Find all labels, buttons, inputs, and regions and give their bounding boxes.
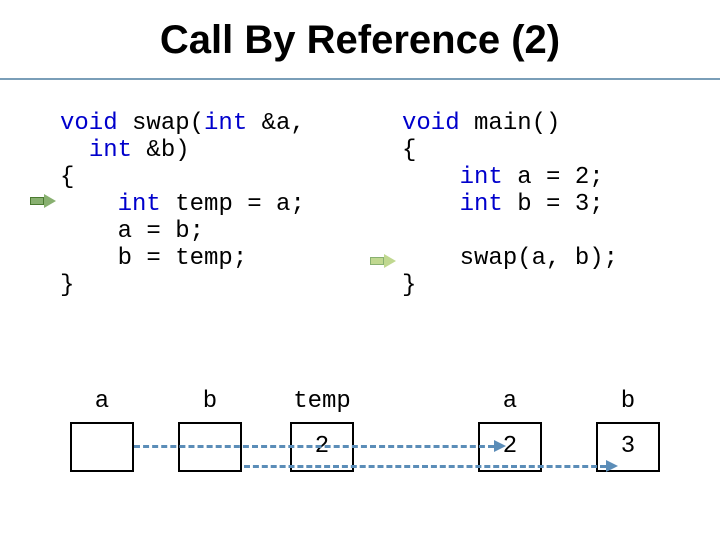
txt xyxy=(402,191,460,218)
txt: a = 2; xyxy=(503,164,604,191)
txt xyxy=(60,137,89,164)
kw-int: int xyxy=(118,191,161,218)
txt: main() xyxy=(460,110,561,137)
slide-title: Call By Reference (2) xyxy=(0,0,720,71)
code-area: void swap(int &a, int &b) { int temp = a… xyxy=(0,110,720,299)
txt: } xyxy=(60,272,74,299)
txt xyxy=(402,164,460,191)
memory-box xyxy=(70,422,134,472)
txt: swap( xyxy=(118,110,204,137)
kw-void: void xyxy=(60,110,118,137)
kw-int: int xyxy=(89,137,132,164)
box-label: b xyxy=(596,388,660,415)
pc-arrow-right xyxy=(370,254,394,268)
kw-int: int xyxy=(460,164,503,191)
kw-void: void xyxy=(402,110,460,137)
kw-int: int xyxy=(460,191,503,218)
box-label: temp xyxy=(290,388,354,415)
txt: } xyxy=(402,272,416,299)
pc-arrow-left xyxy=(30,194,54,208)
txt: swap(a, b); xyxy=(402,245,618,272)
txt: &a, xyxy=(247,110,305,137)
box-label: a xyxy=(70,388,134,415)
txt: temp = a; xyxy=(161,191,305,218)
txt: b = temp; xyxy=(60,245,247,272)
kw-int: int xyxy=(204,110,247,137)
box-label: a xyxy=(478,388,542,415)
txt: b = 3; xyxy=(503,191,604,218)
txt: { xyxy=(60,164,74,191)
main-function-code: void main() { int a = 2; int b = 3; swap… xyxy=(402,110,618,299)
title-divider xyxy=(0,78,720,80)
swap-function-code: void swap(int &a, int &b) { int temp = a… xyxy=(60,110,390,299)
txt: a = b; xyxy=(60,218,204,245)
txt: { xyxy=(402,137,416,164)
box-label: b xyxy=(178,388,242,415)
txt: &b) xyxy=(132,137,190,164)
txt xyxy=(60,191,118,218)
